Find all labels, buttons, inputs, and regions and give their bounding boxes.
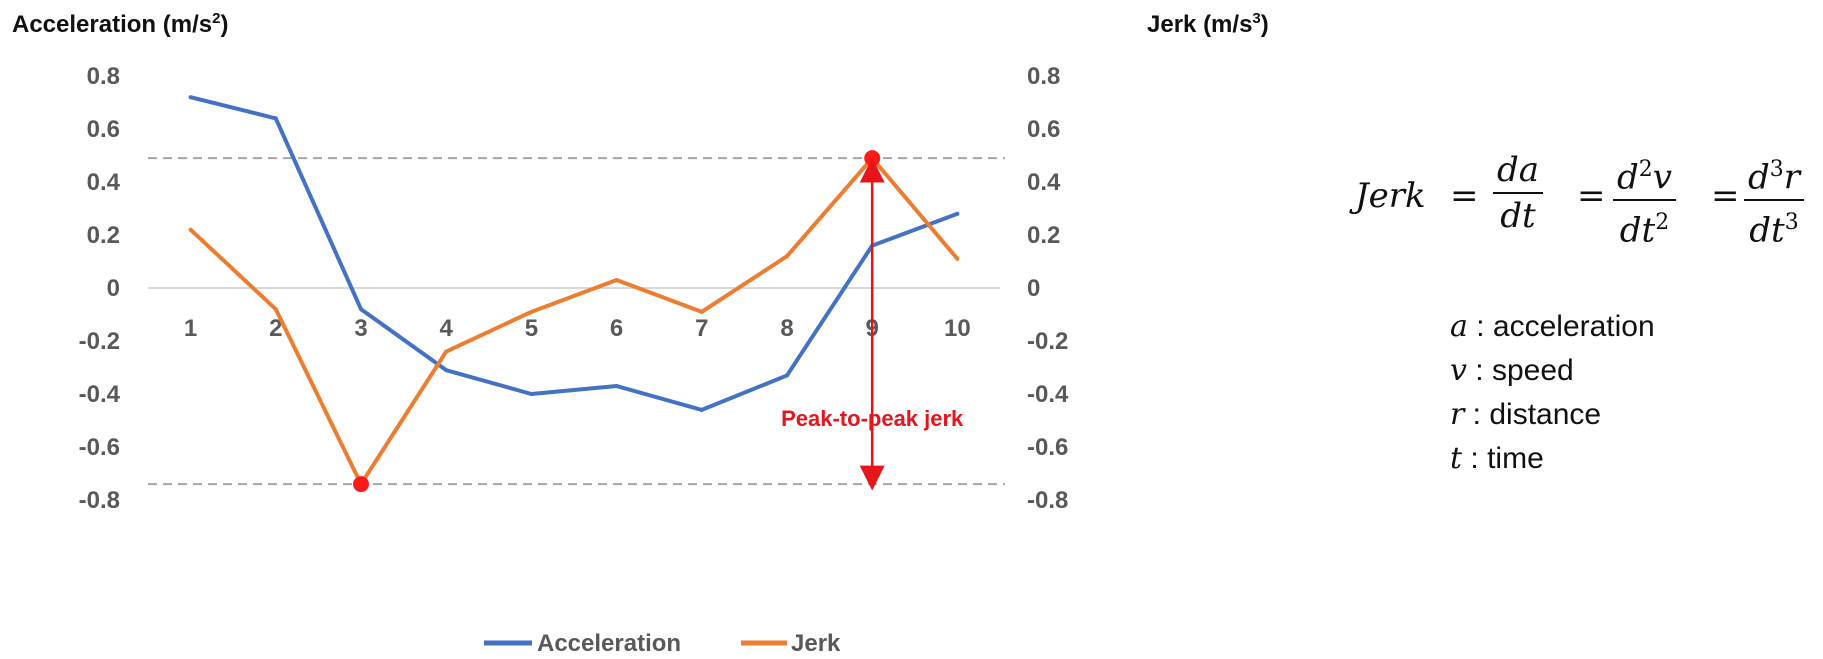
data-point-jerk (188, 227, 193, 232)
data-point-jerk (785, 254, 789, 259)
annotation-layer: Peak-to-peak jerk (781, 157, 964, 491)
trough-marker (353, 476, 369, 493)
data-point-acceleration (188, 95, 193, 100)
data-point-jerk (444, 349, 449, 354)
peak-to-peak-label: Peak-to-peak jerk (781, 406, 964, 431)
data-point-jerk (955, 256, 960, 261)
x-tick-label: 1 (184, 315, 197, 342)
data-point-jerk (273, 307, 278, 312)
right-y-tick-label: 0.6 (1027, 116, 1060, 143)
definition-distance: r : distance (1450, 397, 1602, 432)
data-point-acceleration (444, 368, 449, 373)
left-y-tick-label: 0.8 (87, 63, 120, 90)
x-tick-label: 5 (525, 315, 538, 342)
legend-label-jerk: Jerk (791, 630, 841, 657)
x-tick-label: 4 (440, 315, 454, 342)
formula-fraction-2: d2v dt2 (1613, 148, 1676, 253)
definition-speed: v : speed (1450, 353, 1574, 388)
left-y-tick-label: -0.4 (79, 381, 121, 408)
data-point-acceleration (529, 392, 534, 396)
series-layer (188, 95, 960, 493)
variable-definitions: a : acceleration v : speed r : distance … (1450, 305, 1655, 481)
x-axis-ticks: 12345678910 (184, 315, 971, 342)
left-y-tick-label: -0.6 (79, 434, 120, 461)
x-tick-label: 2 (269, 315, 282, 342)
right-y-tick-label: 0.2 (1027, 222, 1060, 249)
left-y-tick-label: 0.6 (87, 116, 120, 143)
formula-fraction-1: da dt (1493, 148, 1544, 238)
peak-marker (864, 150, 881, 167)
x-tick-label: 7 (695, 315, 708, 342)
left-y-tick-label: 0.2 (87, 222, 120, 249)
left-y-tick-label: -0.8 (79, 487, 120, 514)
right-y-axis-ticks: 0.8 0.6 0.4 0.2 0 -0.2 -0.4 -0.6 -0.8 (1027, 63, 1069, 514)
data-point-acceleration (785, 373, 789, 378)
left-y-tick-label: -0.2 (79, 328, 120, 355)
formula-equals-1: = (1450, 176, 1479, 216)
right-y-tick-label: -0.6 (1027, 434, 1068, 461)
data-point-acceleration (955, 211, 960, 216)
legend-label-acceleration: Acceleration (537, 630, 681, 657)
definition-time: t : time (1450, 441, 1544, 476)
formula-lhs: Jerk (1355, 176, 1426, 216)
data-point-acceleration (359, 307, 363, 312)
formula-fraction-3: d3r dt3 (1744, 148, 1805, 253)
x-tick-label: 6 (610, 315, 623, 342)
right-y-tick-label: 0.8 (1027, 63, 1060, 90)
right-y-tick-label: 0 (1027, 275, 1040, 302)
legend: Acceleration Jerk (484, 630, 841, 657)
x-tick-label: 10 (944, 315, 971, 342)
right-axis-title: Jerk (m/s3) (1147, 10, 1269, 38)
left-y-tick-label: 0.4 (87, 169, 121, 196)
formula-equals-3: = (1711, 176, 1740, 216)
left-y-axis-ticks: 0.8 0.6 0.4 0.2 0 -0.2 -0.4 -0.6 -0.8 (79, 63, 121, 514)
right-y-tick-label: 0.4 (1027, 169, 1061, 196)
data-point-acceleration (699, 407, 704, 412)
formula-equals-2: = (1577, 176, 1606, 216)
definition-acceleration: a : acceleration (1450, 309, 1655, 344)
right-y-tick-label: -0.4 (1027, 381, 1069, 408)
data-point-acceleration (614, 384, 619, 389)
series-line-jerk (189, 156, 959, 487)
left-y-tick-label: 0 (107, 275, 120, 302)
x-tick-label: 8 (780, 315, 793, 342)
jerk-formula: Jerk = da dt = d2v dt2 = d3r dt3 (1355, 148, 1815, 251)
data-point-jerk (699, 309, 704, 314)
left-axis-title: Acceleration (m/s2) (12, 10, 228, 38)
right-y-tick-label: -0.2 (1027, 328, 1068, 355)
x-tick-label: 3 (354, 315, 367, 342)
series-line-acceleration (190, 95, 959, 412)
data-point-jerk (614, 278, 619, 283)
data-point-jerk (529, 309, 534, 314)
data-point-acceleration (273, 116, 278, 121)
right-y-tick-label: -0.8 (1027, 487, 1068, 514)
